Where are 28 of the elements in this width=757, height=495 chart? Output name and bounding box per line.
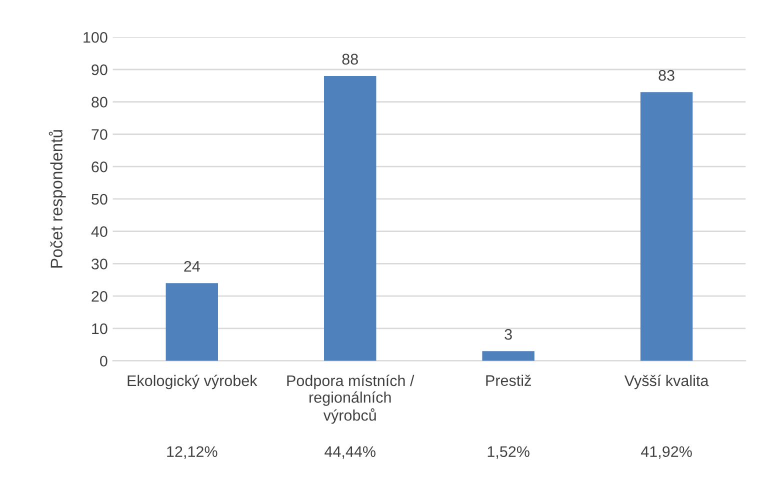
text: 1,52% <box>488 446 530 459</box>
bar <box>324 76 376 361</box>
y-tick-label: 20 <box>92 290 108 302</box>
y-tick-label: 90 <box>92 64 108 76</box>
data-label: 88 <box>342 54 358 65</box>
text: 12,12% <box>167 446 218 459</box>
y-axis-title: Počet respondentů <box>48 130 66 268</box>
y-tick-label: 70 <box>92 129 108 140</box>
bar <box>640 92 693 361</box>
y-tick-label: 100 <box>84 32 108 43</box>
data-label: 3 <box>504 328 512 340</box>
x-tick-label: Vyšší kvalita <box>624 374 709 390</box>
data-label: 24 <box>184 260 200 272</box>
bar <box>166 283 218 361</box>
y-tick-label: 10 <box>92 323 108 334</box>
y-tick-label: 50 <box>92 194 108 205</box>
x-tick-label: Podpora místních / regionálních výrobců <box>287 374 414 424</box>
bar <box>482 351 534 361</box>
y-tick-label: 80 <box>92 96 108 108</box>
text: 44,44% <box>324 446 376 459</box>
y-tick-label: 60 <box>92 161 108 172</box>
x-tick-label: Prestiž <box>486 374 531 386</box>
text: 41,92% <box>640 446 692 459</box>
data-label: 83 <box>658 70 674 81</box>
y-tick-label: 30 <box>92 258 108 270</box>
x-tick-label: Ekologický výrobek <box>128 374 258 390</box>
y-tick-label: 40 <box>91 226 108 238</box>
y-tick-label: 0 <box>100 356 108 367</box>
